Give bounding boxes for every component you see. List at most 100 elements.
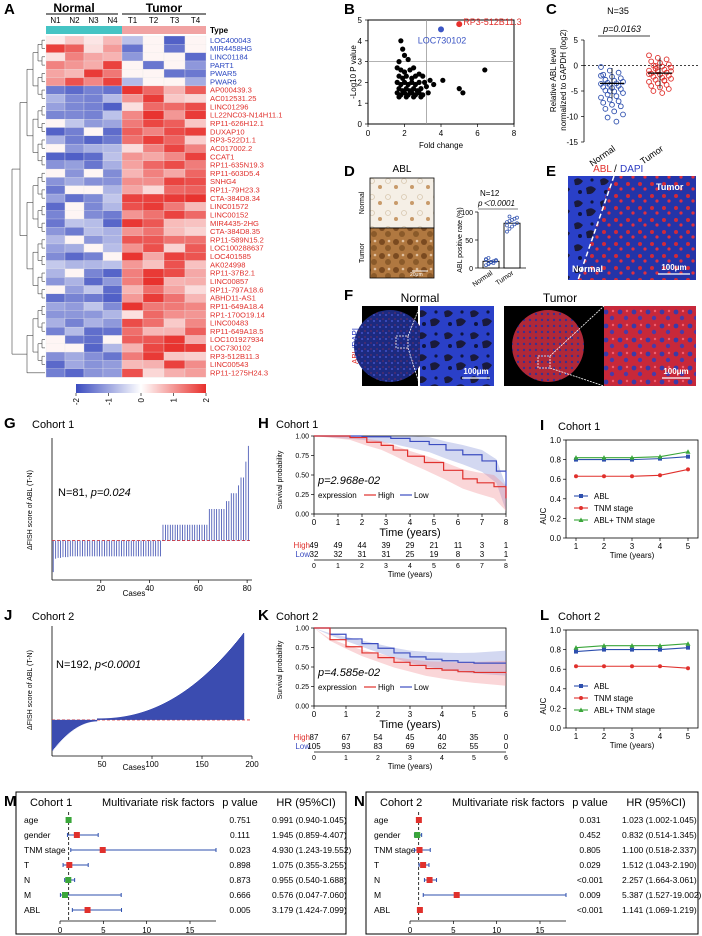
case-bar: [219, 660, 221, 720]
heatmap-cell: [64, 301, 85, 311]
heatmap-cell: [121, 177, 144, 187]
y-tick-label: 0.75: [295, 645, 309, 652]
heatmap-cell: [64, 177, 85, 187]
row-label: N: [374, 875, 380, 885]
case-bar: [98, 718, 100, 720]
x-tick-label: 5: [451, 926, 456, 935]
heatmap-cell: [83, 202, 104, 212]
heatmap-cell: [121, 260, 144, 270]
bar-dot: [515, 215, 519, 220]
heatmap-cell: [64, 277, 85, 286]
auc-marker: [685, 449, 691, 454]
heatmap-cell: [83, 110, 104, 120]
heatmap-cell: [163, 110, 186, 120]
case-bar: [143, 711, 145, 720]
x-tick-label: 10: [142, 926, 151, 935]
heatmap-cell: [45, 143, 66, 153]
x-tick-label: 0: [312, 518, 317, 527]
auc-marker: [574, 664, 578, 669]
risk-low-count: 8: [456, 550, 461, 559]
x-tick-label: 7: [480, 518, 485, 527]
color-scale-tick-label: -1: [105, 397, 114, 405]
heatmap-cell: [163, 360, 186, 370]
case-bar: [191, 686, 193, 720]
j-x-axis-label: Cases: [123, 763, 146, 772]
case-bar: [183, 691, 185, 720]
case-bar: [211, 668, 213, 720]
f-tumor-scale-label: 100μm: [663, 367, 688, 376]
hr-text: 1.141 (1.069-1.219): [622, 905, 697, 915]
x-tick-label: 1: [574, 732, 579, 741]
auc-marker: [630, 474, 634, 479]
case-bar: [69, 719, 71, 733]
case-bar: [203, 676, 205, 720]
risk-high-count: 87: [310, 733, 319, 742]
data-point: [405, 56, 411, 63]
risk-low-count: 83: [374, 742, 383, 751]
heatmap-cell: [121, 301, 144, 311]
heatmap-cell: [83, 119, 104, 128]
case-bar: [176, 696, 178, 720]
heatmap-cell: [83, 326, 104, 336]
data-point: [427, 77, 433, 83]
case-bar: [198, 680, 200, 720]
confidence-band: [314, 436, 506, 511]
heatmap-cell: [45, 293, 66, 303]
y-tick-label: 100: [461, 210, 473, 217]
heatmap-cell: [184, 69, 207, 79]
heatmap-cell: [121, 60, 144, 70]
heatmap-cell: [64, 343, 85, 353]
heatmap-cell: [64, 227, 85, 237]
panel-n: N Cohort 2 Multivariate risk factors p val…: [354, 791, 702, 935]
y-tick-label: 5: [574, 36, 579, 45]
heatmap-cell: [102, 335, 123, 345]
case-bar: [106, 718, 108, 720]
heatmap-cell: [184, 335, 207, 345]
heatmap-cell: [142, 60, 165, 70]
heatmap-cell: [64, 335, 85, 345]
heatmap-cell: [64, 326, 85, 336]
case-bar: [149, 709, 151, 720]
heatmap-cell: [45, 85, 66, 95]
gene-label: LINC01572: [210, 202, 248, 211]
x-tick-label: 20: [96, 584, 105, 593]
case-bar: [204, 675, 206, 720]
bar-dot: [510, 224, 514, 229]
x-tick-label: 0: [58, 926, 63, 935]
risk-low-count: 25: [406, 550, 415, 559]
gene-label: LOC730102: [210, 344, 251, 353]
y-tick-label: 0: [574, 62, 579, 71]
auc-marker: [602, 664, 606, 669]
heatmap-cell: [102, 69, 123, 79]
gene-label: SNHG4: [210, 177, 236, 186]
hr-text: 0.576 (0.047-7.060): [272, 890, 347, 900]
auc-marker: [602, 647, 606, 652]
color-scale-ticks: -2 -1 0 1 2: [72, 393, 211, 405]
heatmap-cell: [163, 168, 186, 178]
sample-dot: [620, 111, 626, 118]
case-bar: [226, 653, 228, 720]
heatmap-cell: [64, 127, 85, 137]
heatmap-cell: [163, 119, 186, 128]
sample-dot: [646, 52, 652, 59]
gene-label: LINC01296: [210, 102, 248, 111]
heatmap-cell: [184, 60, 207, 70]
hr-marker: [415, 817, 422, 823]
data-point: [411, 65, 417, 71]
risk-low-count: 31: [382, 550, 391, 559]
x-tick-label: 3: [630, 542, 635, 551]
f-normal-zoom: [420, 306, 494, 386]
x-tick-label: 40: [145, 584, 154, 593]
case-bar: [202, 677, 204, 720]
heatmap-cell: [184, 360, 207, 370]
j-cohort: Cohort 2: [32, 611, 74, 623]
heatmap-cell: [83, 77, 104, 87]
case-bar: [194, 683, 196, 720]
heatmap-cell: [45, 318, 66, 328]
heatmap-cell: [102, 85, 123, 95]
group-label-tumor: Tumor: [146, 1, 183, 15]
if-normal-label: Normal: [572, 264, 603, 274]
p-value-label: p=4.585e-02: [317, 667, 380, 679]
x-tick-label: 60: [194, 584, 203, 593]
case-bar: [221, 658, 223, 720]
